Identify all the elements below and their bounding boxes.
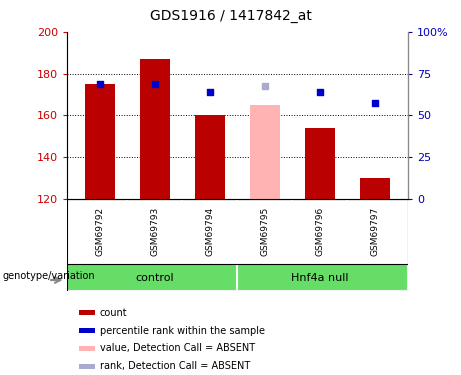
Point xyxy=(96,81,104,87)
Text: GSM69796: GSM69796 xyxy=(315,207,325,256)
Text: GSM69795: GSM69795 xyxy=(260,207,269,256)
Bar xyxy=(79,310,95,315)
Point xyxy=(316,89,324,95)
Bar xyxy=(85,84,115,199)
Text: percentile rank within the sample: percentile rank within the sample xyxy=(100,326,265,336)
Point xyxy=(151,81,159,87)
FancyBboxPatch shape xyxy=(237,264,408,291)
Text: GSM69793: GSM69793 xyxy=(150,207,160,256)
Text: GSM69794: GSM69794 xyxy=(206,207,214,256)
FancyBboxPatch shape xyxy=(67,264,243,291)
Text: genotype/variation: genotype/variation xyxy=(2,271,95,281)
Bar xyxy=(305,128,335,199)
Bar xyxy=(140,59,170,199)
Text: control: control xyxy=(136,273,174,283)
Text: Hnf4a null: Hnf4a null xyxy=(291,273,349,283)
Bar xyxy=(79,346,95,351)
Text: GSM69792: GSM69792 xyxy=(95,207,104,256)
Text: value, Detection Call = ABSENT: value, Detection Call = ABSENT xyxy=(100,344,255,353)
Bar xyxy=(250,105,280,199)
Bar xyxy=(360,178,390,199)
Bar xyxy=(79,328,95,333)
Bar xyxy=(195,116,225,199)
Bar xyxy=(79,364,95,369)
Text: GDS1916 / 1417842_at: GDS1916 / 1417842_at xyxy=(149,9,312,23)
Point xyxy=(206,89,213,95)
Text: count: count xyxy=(100,308,128,318)
Text: rank, Detection Call = ABSENT: rank, Detection Call = ABSENT xyxy=(100,361,250,371)
Text: GSM69797: GSM69797 xyxy=(371,207,379,256)
Point xyxy=(371,100,378,106)
Point xyxy=(261,83,269,89)
